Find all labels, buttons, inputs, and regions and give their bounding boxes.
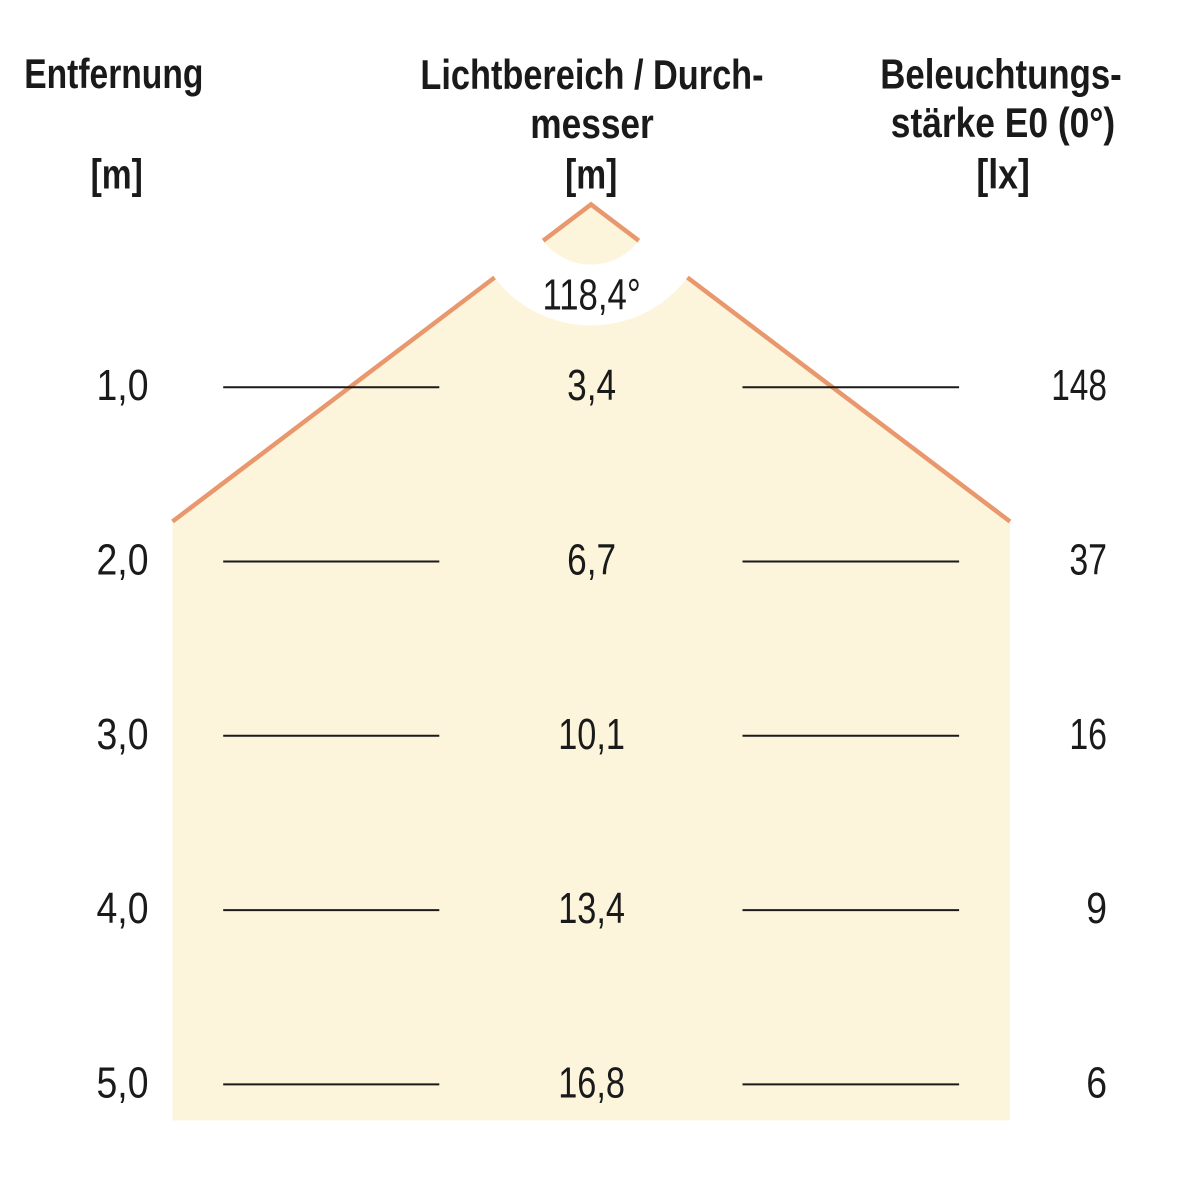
svg-text:6,7: 6,7 (567, 536, 616, 585)
svg-text:4,0: 4,0 (97, 883, 149, 933)
svg-text:3,0: 3,0 (97, 709, 149, 759)
svg-text:13,4: 13,4 (558, 884, 625, 933)
svg-text:3,4: 3,4 (567, 362, 616, 411)
svg-text:148: 148 (1051, 362, 1107, 410)
svg-text:10,1: 10,1 (558, 710, 625, 759)
svg-text:[m]: [m] (91, 152, 143, 198)
svg-text:[lx]: [lx] (976, 152, 1030, 198)
svg-text:6: 6 (1086, 1058, 1107, 1108)
svg-text:Entfernung: Entfernung (24, 52, 203, 98)
svg-text:118,4°: 118,4° (542, 271, 640, 320)
svg-text:messer: messer (530, 101, 654, 148)
svg-text:[m]: [m] (565, 152, 617, 198)
svg-text:37: 37 (1069, 535, 1107, 584)
svg-text:Beleuchtungs-: Beleuchtungs- (880, 51, 1121, 98)
svg-text:16: 16 (1069, 710, 1107, 759)
svg-text:stärke E0 (0°): stärke E0 (0°) (891, 100, 1115, 147)
svg-text:16,8: 16,8 (558, 1058, 625, 1107)
svg-text:9: 9 (1086, 883, 1107, 933)
svg-text:Lichtbereich / Durch-: Lichtbereich / Durch- (420, 52, 763, 99)
svg-text:2,0: 2,0 (97, 535, 149, 585)
svg-text:1,0: 1,0 (97, 360, 149, 410)
svg-text:5,0: 5,0 (97, 1058, 149, 1108)
